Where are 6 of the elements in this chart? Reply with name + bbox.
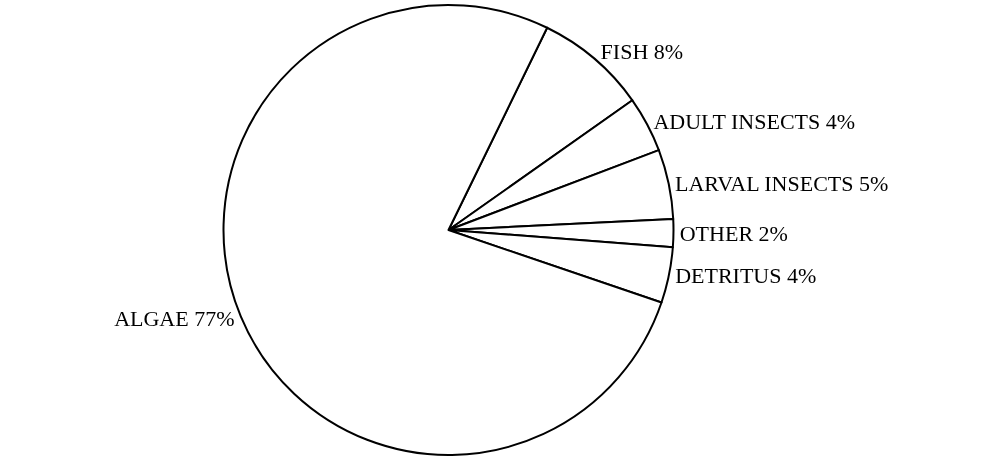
slice-label: FISH 8% (600, 38, 684, 64)
slice-label: DETRITUS 4% (675, 263, 817, 289)
slice-label: ALGAE 77% (114, 305, 235, 331)
slice-label: OTHER 2% (679, 220, 788, 246)
slice-label: LARVAL INSECTS 5% (675, 170, 889, 196)
slice-label: ADULT INSECTS 4% (653, 109, 856, 135)
